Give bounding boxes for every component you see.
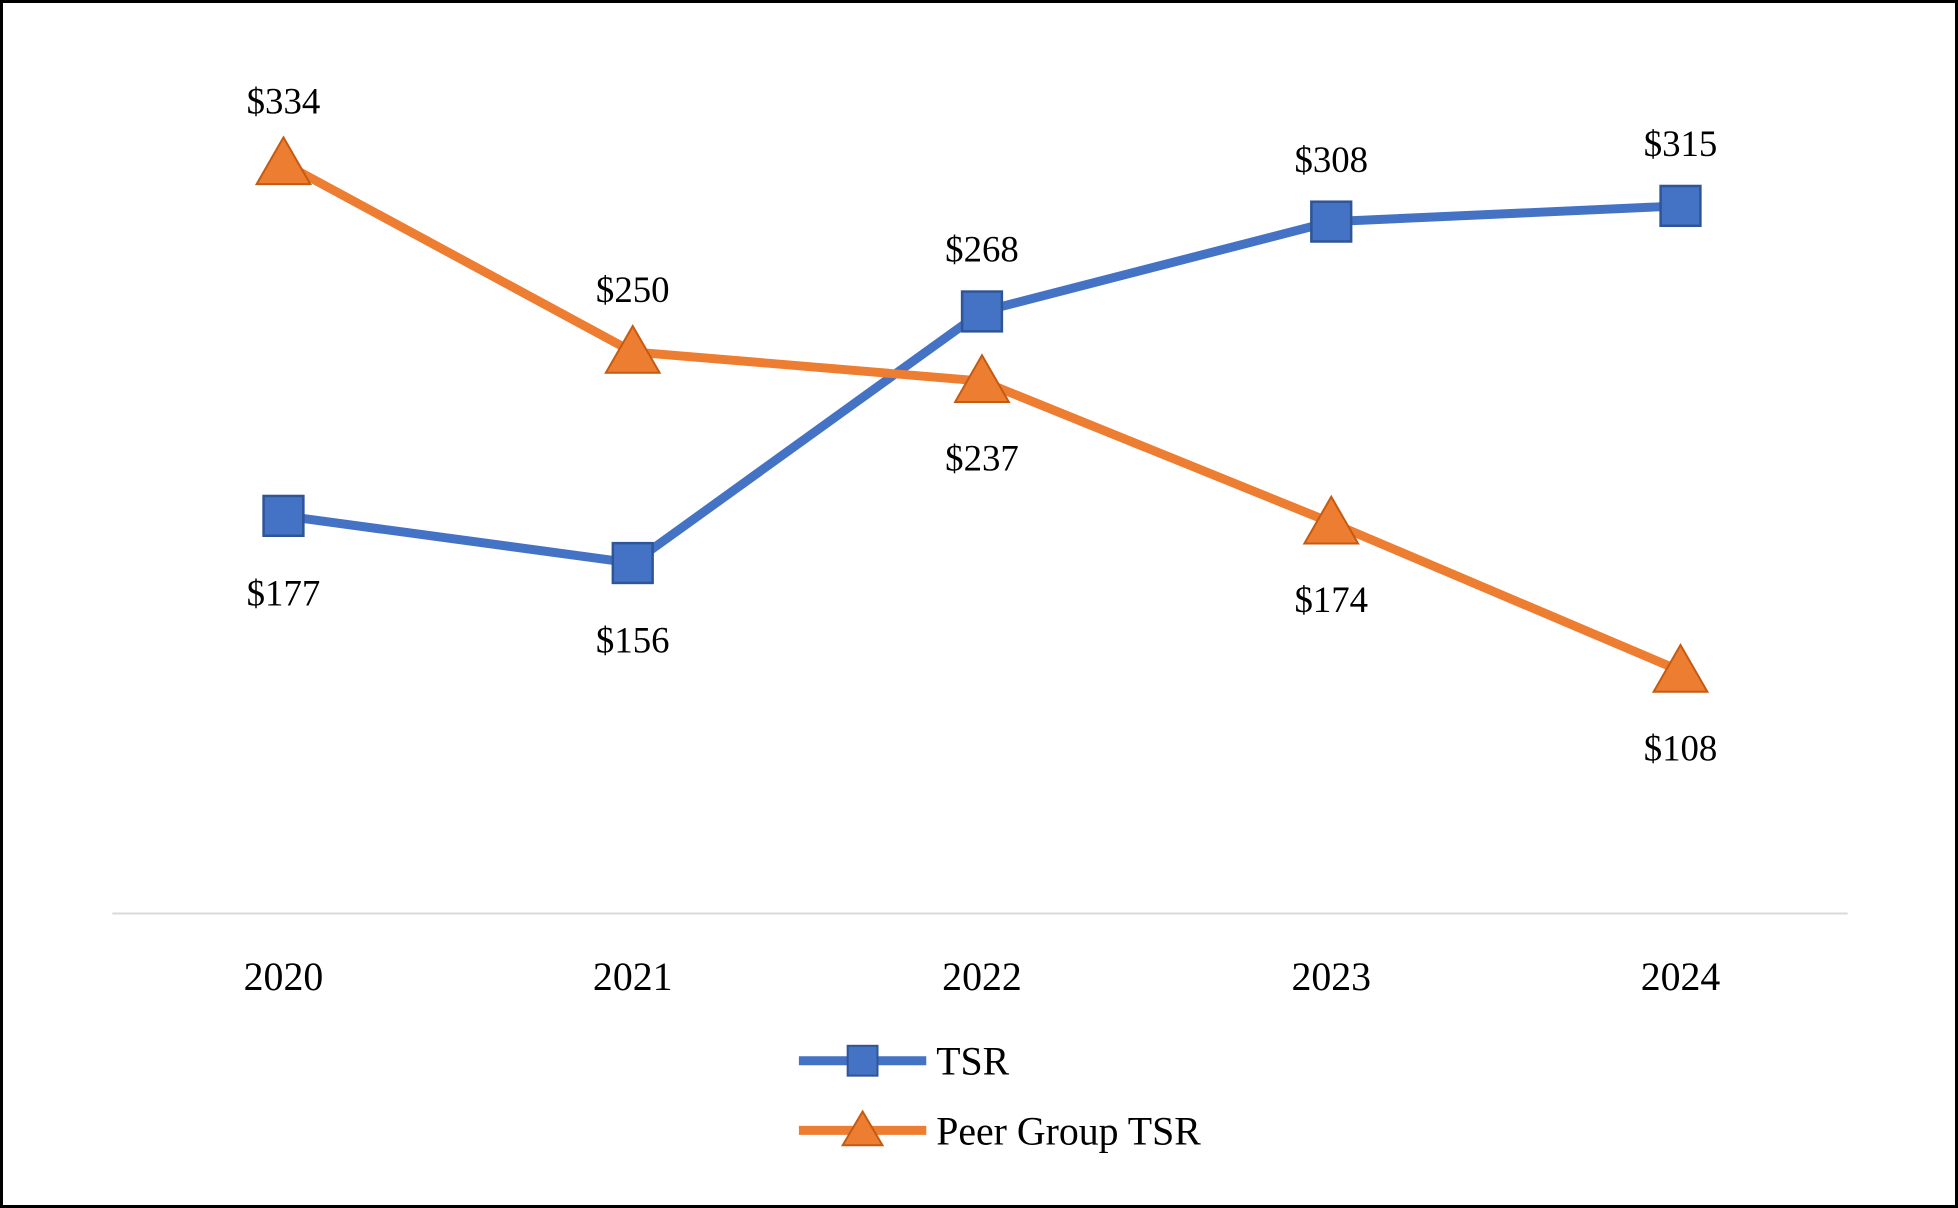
peer-group-tsr-marker-2020: [254, 135, 313, 186]
legend-square-marker-icon: [846, 1044, 879, 1077]
x-tick-label-2024: 2024: [1641, 955, 1721, 999]
x-tick-label-2020: 2020: [244, 955, 324, 999]
tsr-line-chart: 2020 2021 2022 2023 2024 $177 $156 $268 $308 $315…: [3, 3, 1955, 1205]
legend-item-tsr: TSR: [798, 1040, 1010, 1084]
x-tick-label-2021: 2021: [593, 955, 673, 999]
tsr-data-label-2024: $315: [1644, 123, 1718, 164]
tsr-data-label-2023: $308: [1294, 139, 1368, 180]
chart-canvas: 2020 2021 2022 2023 2024 $177 $156 $268 $308 $315…: [112, 80, 1848, 1153]
tsr-marker-2020: [262, 494, 305, 538]
x-tick-label-2023: 2023: [1291, 955, 1371, 999]
tsr-marker-2023: [1310, 200, 1353, 243]
tsr-data-label-2022: $268: [945, 229, 1019, 270]
tsr-marker-2021: [611, 541, 654, 585]
peer-group-tsr-data-label-2022: $237: [945, 438, 1019, 479]
tsr-marker-2022: [960, 290, 1004, 333]
peer-group-tsr-marker-2021: [604, 324, 662, 374]
peer-group-tsr-data-label-2024: $108: [1644, 727, 1718, 768]
peer-group-tsr-data-label-2021: $250: [596, 269, 670, 310]
legend-label-tsr: TSR: [936, 1040, 1009, 1084]
legend-triangle-marker-icon: [840, 1109, 885, 1147]
tsr-marker-2024: [1659, 184, 1702, 228]
peer-group-tsr-marker-2023: [1302, 494, 1360, 545]
legend-label-peer-group-tsr: Peer Group TSR: [936, 1109, 1201, 1153]
x-tick-label-2022: 2022: [942, 955, 1022, 999]
tsr-data-label-2020: $177: [247, 572, 321, 613]
legend-item-peer-group-tsr: Peer Group TSR: [798, 1109, 1201, 1153]
tsr-data-label-2021: $156: [596, 620, 670, 661]
peer-group-tsr-data-label-2023: $174: [1294, 579, 1368, 620]
peer-group-tsr-marker-2024: [1651, 642, 1710, 693]
peer-group-tsr-marker-2022: [953, 353, 1011, 403]
peer-group-tsr-data-label-2020: $334: [247, 80, 321, 121]
